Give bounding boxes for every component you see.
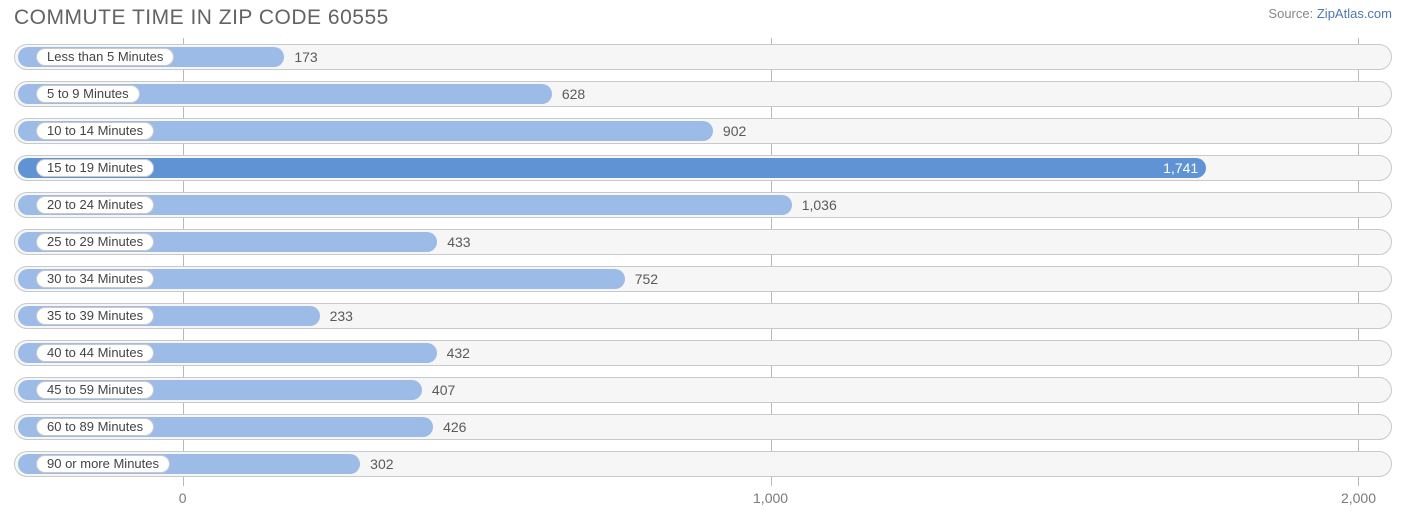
chart-header: COMMUTE TIME IN ZIP CODE 60555 Source: Z… — [0, 0, 1406, 38]
bar-row: 30 to 34 Minutes 752 — [8, 262, 1398, 296]
x-axis-tick: 2,000 — [1341, 490, 1376, 506]
category-label: 5 to 9 Minutes — [36, 85, 140, 103]
bar-row: Less than 5 Minutes 173 — [8, 40, 1398, 74]
value-label: 902 — [723, 123, 746, 139]
value-label: 628 — [562, 86, 585, 102]
category-label: Less than 5 Minutes — [36, 48, 174, 66]
category-label: 20 to 24 Minutes — [36, 196, 154, 214]
source-label: Source: — [1268, 6, 1313, 21]
bar-row: 15 to 19 Minutes 1,741 — [8, 151, 1398, 185]
category-label: 40 to 44 Minutes — [36, 344, 154, 362]
value-label: 752 — [635, 271, 658, 287]
x-axis: 0 1,000 2,000 — [8, 486, 1398, 514]
x-axis-tick: 0 — [179, 490, 187, 506]
chart-title: COMMUTE TIME IN ZIP CODE 60555 — [14, 6, 389, 30]
value-label: 426 — [443, 419, 466, 435]
category-label: 90 or more Minutes — [36, 455, 170, 473]
category-label: 30 to 34 Minutes — [36, 270, 154, 288]
category-label: 35 to 39 Minutes — [36, 307, 154, 325]
value-label: 433 — [447, 234, 470, 250]
bar-row: 10 to 14 Minutes 902 — [8, 114, 1398, 148]
bar-row: 20 to 24 Minutes 1,036 — [8, 188, 1398, 222]
category-label: 10 to 14 Minutes — [36, 122, 154, 140]
value-label: 173 — [294, 49, 317, 65]
bar-row: 35 to 39 Minutes 233 — [8, 299, 1398, 333]
value-label: 432 — [447, 345, 470, 361]
category-label: 15 to 19 Minutes — [36, 159, 154, 177]
bar-row: 25 to 29 Minutes 433 — [8, 225, 1398, 259]
chart-plot-area: Less than 5 Minutes 173 5 to 9 Minutes 628 1… — [8, 38, 1398, 486]
bar-row: 90 or more Minutes 302 — [8, 447, 1398, 481]
bar-row: 5 to 9 Minutes 628 — [8, 77, 1398, 111]
category-label: 25 to 29 Minutes — [36, 233, 154, 251]
x-axis-tick: 1,000 — [753, 490, 788, 506]
value-label: 1,741 — [1163, 160, 1198, 176]
bar-row: 45 to 59 Minutes 407 — [8, 373, 1398, 407]
value-label: 302 — [370, 456, 393, 472]
bar-row: 40 to 44 Minutes 432 — [8, 336, 1398, 370]
value-label: 407 — [432, 382, 455, 398]
chart-source: Source: ZipAtlas.com — [1268, 6, 1392, 21]
bar-rows: Less than 5 Minutes 173 5 to 9 Minutes 628 1… — [8, 38, 1398, 481]
bar — [18, 158, 1206, 178]
value-label: 233 — [330, 308, 353, 324]
bar-row: 60 to 89 Minutes 426 — [8, 410, 1398, 444]
source-link[interactable]: ZipAtlas.com — [1317, 6, 1392, 21]
category-label: 60 to 89 Minutes — [36, 418, 154, 436]
value-label: 1,036 — [802, 197, 837, 213]
category-label: 45 to 59 Minutes — [36, 381, 154, 399]
